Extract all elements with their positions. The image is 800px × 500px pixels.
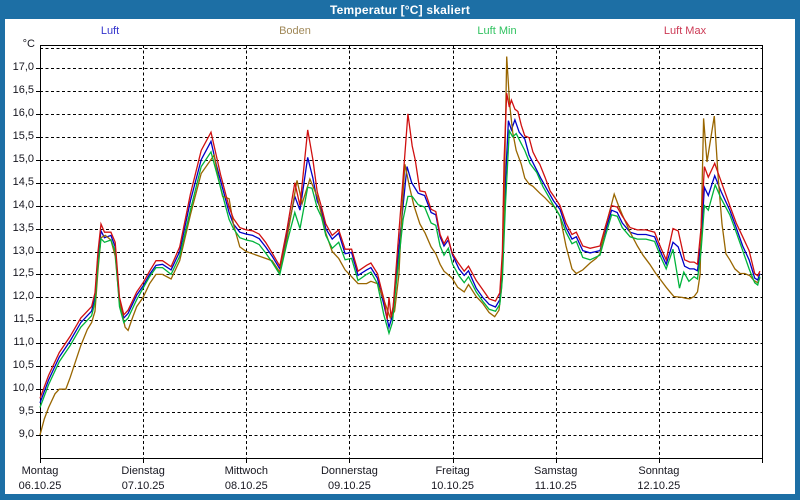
x-axis-date-label: 11.10.25: [535, 480, 577, 492]
window-title: Temperatur [°C] skaliert: [330, 3, 470, 17]
series-line-luft-min: [40, 131, 760, 408]
x-axis-day-label: Freitag: [435, 465, 469, 477]
x-axis-date-label: 08.10.25: [225, 480, 268, 492]
chart-panel: Luft Boden Luft Min Luft Max °C 9,09,510…: [5, 19, 795, 494]
y-axis-tick-label: 9,0: [5, 428, 34, 440]
x-axis-date-label: 10.10.25: [431, 480, 474, 492]
y-axis-tick-label: 17,0: [5, 61, 34, 73]
x-axis-day-label: Montag: [22, 465, 59, 477]
x-axis-date-label: 09.10.25: [328, 480, 371, 492]
y-axis-tick-label: 16,0: [5, 107, 34, 119]
y-axis-tick-label: 12,0: [5, 290, 34, 302]
y-axis-tick-label: 14,0: [5, 199, 34, 211]
title-bar: Temperatur [°C] skaliert: [0, 0, 800, 19]
y-axis-tick-label: 11,5: [5, 313, 34, 325]
y-axis-tick-label: 15,0: [5, 153, 34, 165]
x-axis-day-label: Sonntag: [638, 465, 679, 477]
x-axis-date-label: 07.10.25: [122, 480, 165, 492]
y-axis-tick-label: 16,5: [5, 84, 34, 96]
y-axis-tick-label: 13,5: [5, 222, 34, 234]
chart-plot: [5, 19, 795, 494]
y-axis-tick-label: 12,5: [5, 267, 34, 279]
x-axis-day-label: Dienstag: [121, 465, 164, 477]
x-axis-day-label: Mittwoch: [225, 465, 268, 477]
app-window: Temperatur [°C] skaliert Luft Boden Luft…: [0, 0, 800, 500]
y-axis-tick-label: 9,5: [5, 405, 34, 417]
x-axis-date-label: 06.10.25: [19, 480, 62, 492]
x-axis-day-label: Donnerstag: [321, 465, 378, 477]
y-axis-tick-label: 15,5: [5, 130, 34, 142]
y-axis-tick-label: 10,5: [5, 359, 34, 371]
x-axis-date-label: 12.10.25: [637, 480, 680, 492]
y-axis-tick-label: 13,0: [5, 245, 34, 257]
x-axis-day-label: Samstag: [534, 465, 577, 477]
y-axis-tick-label: 11,0: [5, 336, 34, 348]
y-axis-tick-label: 14,5: [5, 176, 34, 188]
y-axis-tick-label: 10,0: [5, 382, 34, 394]
